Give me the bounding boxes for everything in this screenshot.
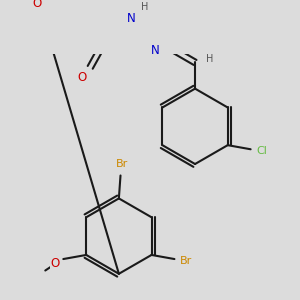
Text: N: N [152, 44, 160, 58]
Text: Br: Br [116, 159, 128, 169]
Text: H: H [141, 2, 148, 12]
Text: Cl: Cl [257, 146, 268, 156]
Text: Br: Br [180, 256, 192, 266]
Text: O: O [32, 0, 42, 10]
Text: O: O [77, 71, 87, 84]
Text: N: N [127, 12, 136, 25]
Text: H: H [206, 54, 214, 64]
Text: O: O [50, 257, 60, 271]
